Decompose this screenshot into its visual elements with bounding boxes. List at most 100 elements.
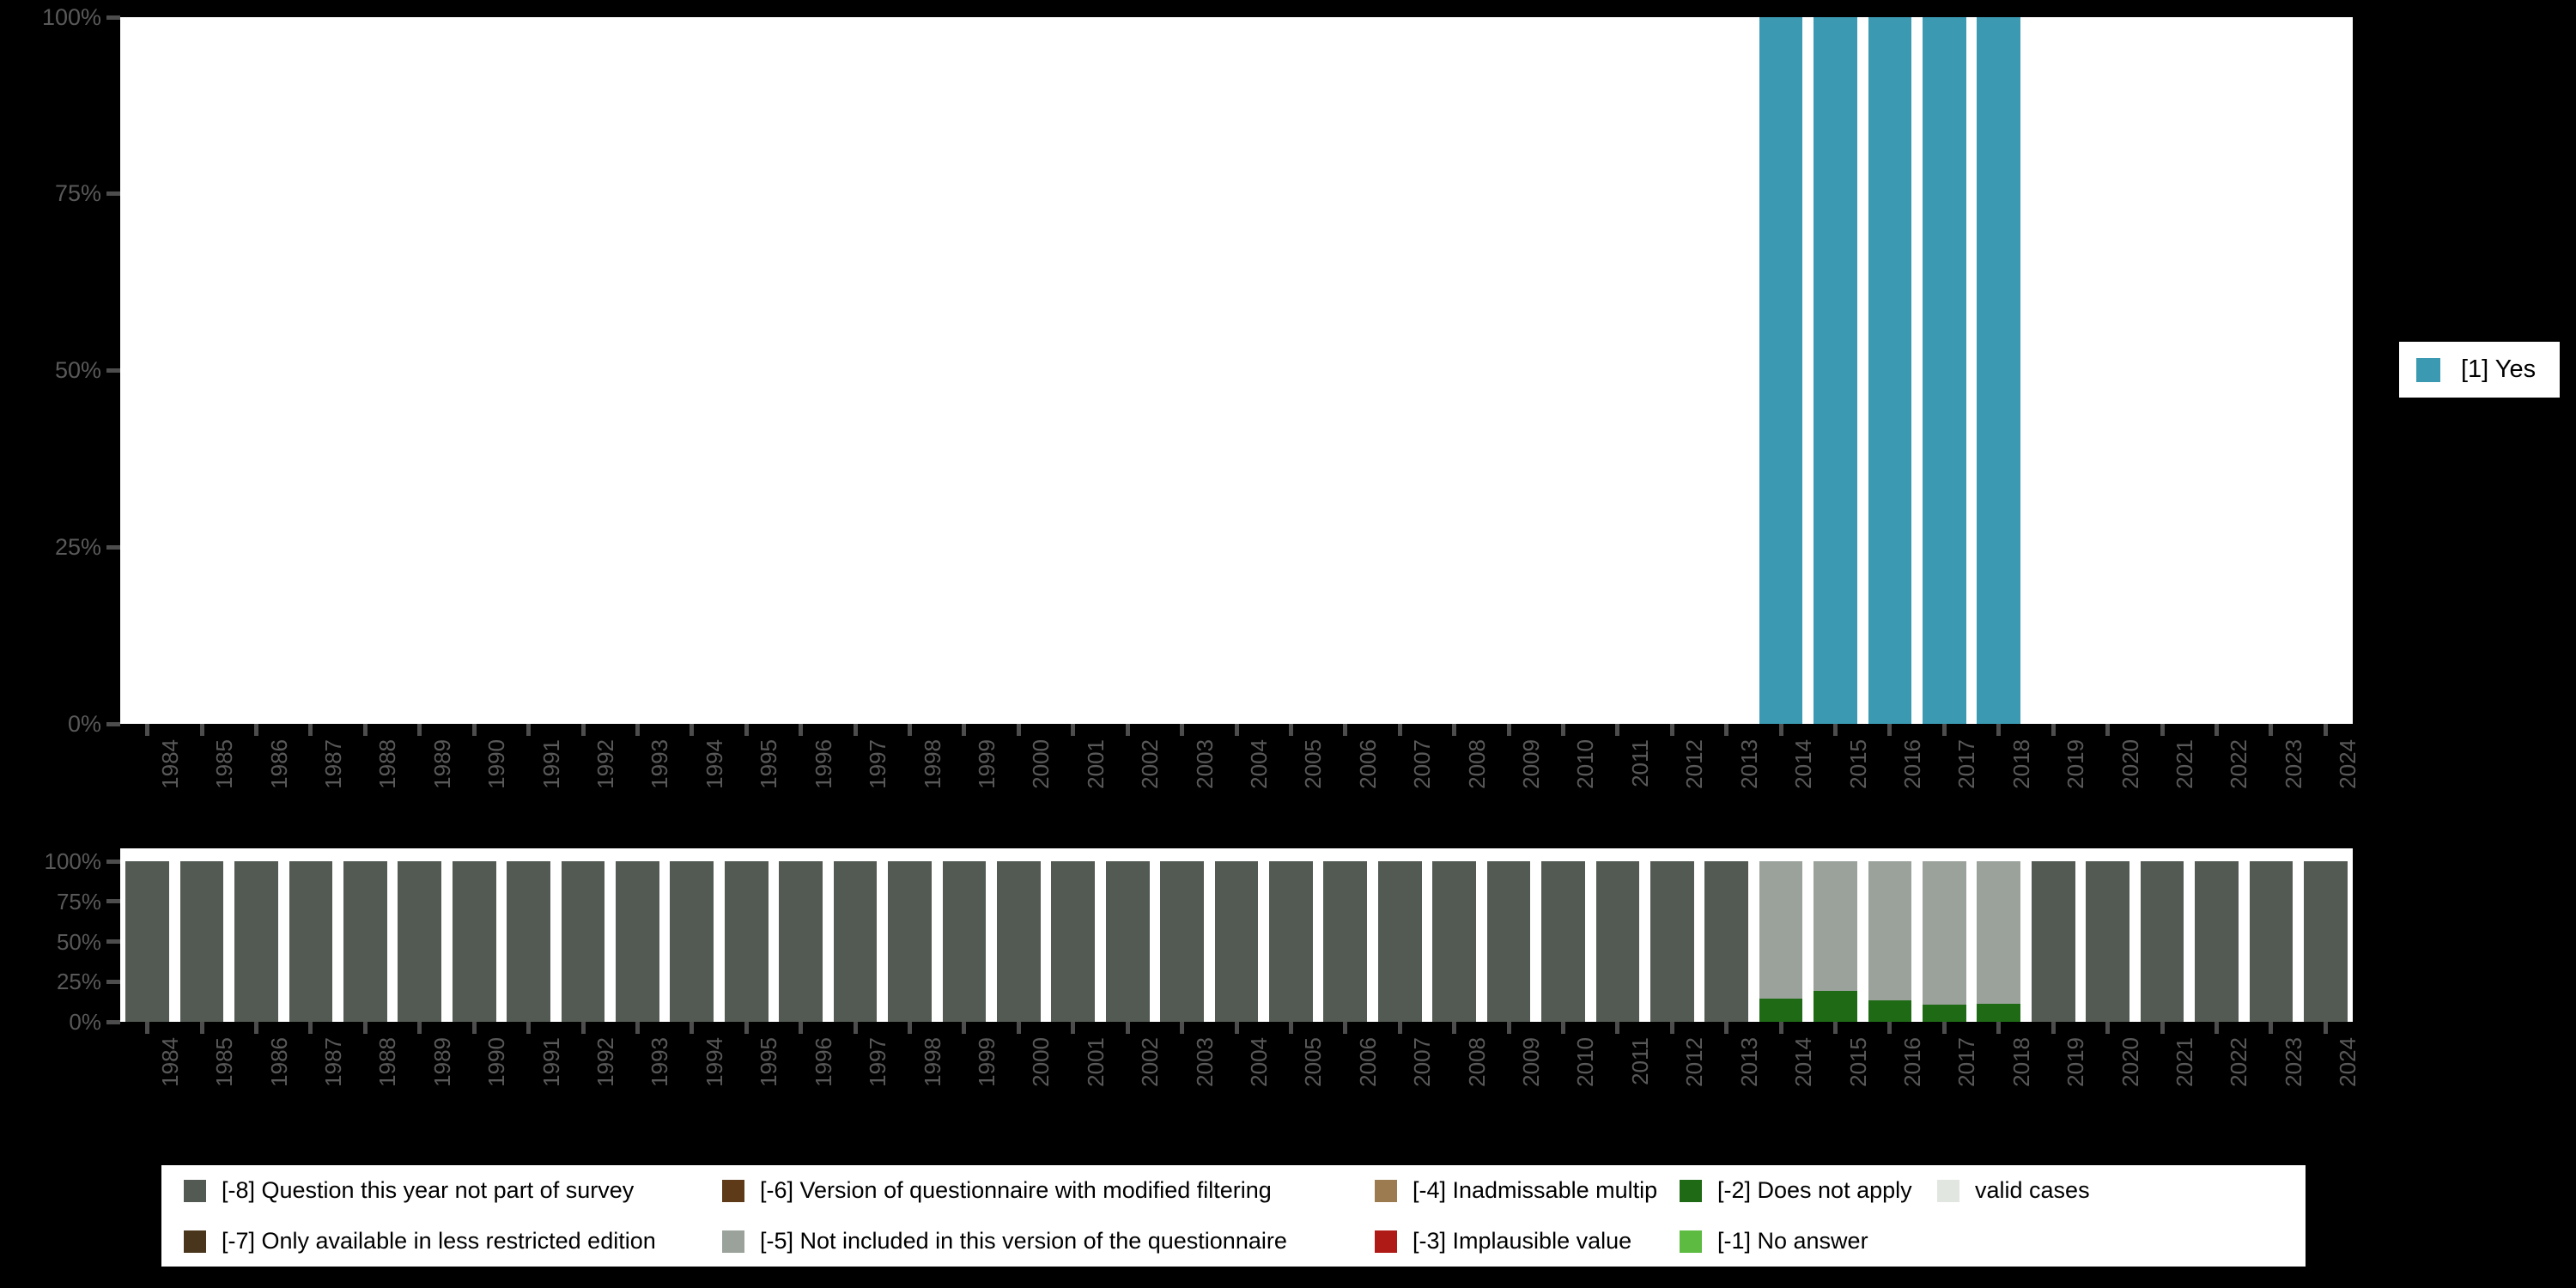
legend-label: [-1] No answer xyxy=(1717,1228,1868,1254)
legend-item: [-6] Version of questionnaire with modif… xyxy=(700,1177,1352,1204)
x-axis-tick-label: 2016 xyxy=(1899,739,1925,789)
x-axis-tick-label: 1992 xyxy=(592,1037,619,1087)
missing-values-bar xyxy=(1214,861,1259,1022)
x-axis-tick-label: 1998 xyxy=(919,739,945,789)
x-axis-tick-mark xyxy=(1615,724,1620,736)
legend-swatch xyxy=(1375,1179,1397,1202)
x-axis-tick-mark xyxy=(199,724,204,736)
missing-values-segment xyxy=(343,861,387,1022)
x-axis-tick-mark xyxy=(1071,724,1076,736)
x-axis-tick-label: 2016 xyxy=(1899,1037,1925,1087)
missing-values-bar xyxy=(343,861,387,1022)
x-axis-tick-label: 1988 xyxy=(374,1037,401,1087)
x-axis-tick-mark xyxy=(744,1022,749,1034)
main-plot-area xyxy=(120,17,2353,724)
x-axis-tick-mark xyxy=(1288,1022,1293,1034)
missing-values-bar xyxy=(2303,861,2348,1022)
legend-label: [-4] Inadmissable multiple response xyxy=(1413,1177,1657,1203)
x-axis-tick-mark xyxy=(853,724,858,736)
missing-values-bar xyxy=(289,861,333,1022)
x-axis-tick-label: 1986 xyxy=(265,739,292,789)
legend-swatch xyxy=(1680,1230,1702,1253)
x-axis-tick-mark xyxy=(362,1022,368,1034)
missing-values-plot-area xyxy=(120,861,2353,1022)
x-axis-tick-mark xyxy=(799,1022,804,1034)
y-axis-tick-label: 100% xyxy=(44,848,102,874)
missing-values-segment xyxy=(833,861,878,1022)
missing-values-bar xyxy=(234,861,278,1022)
x-axis-tick-label: 1988 xyxy=(374,739,401,789)
x-axis-tick-label: 2002 xyxy=(1137,739,1163,789)
x-axis-tick-mark xyxy=(2214,1022,2219,1034)
main-chart-panel xyxy=(120,17,2353,724)
y-axis-tick-label: 75% xyxy=(56,888,101,914)
missing-values-segment xyxy=(2195,861,2239,1022)
legend-label: [-3] Implausible value xyxy=(1413,1228,1632,1254)
missing-values-bar xyxy=(1649,861,1694,1022)
x-axis-tick-mark xyxy=(145,724,150,736)
missing-values-bar xyxy=(452,861,496,1022)
x-axis-tick-label: 1984 xyxy=(156,739,183,789)
x-axis-tick-label: 1990 xyxy=(483,739,510,789)
y-axis-tick-mark xyxy=(106,15,120,20)
y-axis-tick-label: 25% xyxy=(56,969,101,995)
missing-values-segment xyxy=(1923,861,1966,1005)
missing-values-bar xyxy=(1814,861,1857,1022)
x-axis-tick-mark xyxy=(1996,1022,2002,1034)
x-axis-tick-label: 1996 xyxy=(810,1037,836,1087)
missing-values-segment xyxy=(942,861,987,1022)
x-axis-tick-label: 2008 xyxy=(1463,1037,1490,1087)
x-axis-tick-label: 1991 xyxy=(538,1037,564,1087)
x-axis-tick-mark xyxy=(1778,1022,1783,1034)
missing-values-segment xyxy=(1814,990,1857,1022)
legend-item: [-7] Only available in less restricted e… xyxy=(161,1228,700,1255)
x-axis-tick-mark xyxy=(2269,1022,2274,1034)
legend-swatch xyxy=(1937,1179,1959,1202)
x-axis-tick-label: 1984 xyxy=(156,1037,183,1087)
x-axis-tick-mark xyxy=(1180,724,1185,736)
y-axis-tick-mark xyxy=(106,939,120,944)
legend-label: [-7] Only available in less restricted e… xyxy=(222,1228,656,1254)
missing-values-segment xyxy=(1160,861,1204,1022)
x-axis-tick-label: 2015 xyxy=(1844,739,1871,789)
x-axis-tick-mark xyxy=(1724,1022,1729,1034)
x-axis-tick-label: 1999 xyxy=(973,739,999,789)
x-axis-tick-mark xyxy=(1071,1022,1076,1034)
missing-values-segment xyxy=(2249,861,2293,1022)
x-axis-tick-mark xyxy=(145,1022,150,1034)
x-axis-tick-mark xyxy=(308,1022,313,1034)
missing-values-segment xyxy=(1868,861,1912,1000)
x-axis-tick-label: 2004 xyxy=(1246,1037,1272,1087)
x-axis-tick-mark xyxy=(1125,724,1130,736)
missing-values-segment xyxy=(1923,1005,1966,1022)
missing-values-bar xyxy=(1051,861,1096,1022)
x-axis-tick-mark xyxy=(1560,1022,1565,1034)
legend-swatch xyxy=(1680,1179,1702,1202)
x-axis-tick-mark xyxy=(199,1022,204,1034)
legend-label: [-6] Version of questionnaire with modif… xyxy=(760,1177,1272,1203)
x-axis-tick-label: 2011 xyxy=(1626,1037,1653,1085)
x-axis-tick-label: 2019 xyxy=(2063,1037,2089,1087)
x-axis-tick-mark xyxy=(1016,724,1021,736)
missing-values-bar xyxy=(1541,861,1585,1022)
missing-values-bar xyxy=(2140,861,2184,1022)
x-axis-tick-mark xyxy=(1941,724,1947,736)
missing-values-y-axis: 0% 25% 50% 75% 100% xyxy=(0,850,120,1033)
y-axis-tick-mark xyxy=(106,721,120,726)
x-axis-tick-label: 1990 xyxy=(483,1037,510,1087)
y-axis-tick-label: 25% xyxy=(54,533,101,560)
x-axis-tick-mark xyxy=(1452,724,1457,736)
x-axis-tick-mark xyxy=(1560,724,1565,736)
x-axis-tick-label: 2018 xyxy=(2008,739,2034,789)
x-axis-tick-label: 2006 xyxy=(1354,1037,1381,1087)
x-axis-tick-mark xyxy=(1125,1022,1130,1034)
x-axis-tick-mark xyxy=(417,724,422,736)
x-axis-tick-mark xyxy=(635,1022,640,1034)
missing-values-x-axis: 1984 1985 1986 1987 1988 1989 1990 1991 1992 1993… xyxy=(120,1022,2360,1155)
missing-values-bar xyxy=(670,861,714,1022)
y-axis-tick-mark xyxy=(106,1019,120,1024)
x-axis-tick-label: 2023 xyxy=(2280,739,2306,789)
x-axis-tick-label: 2017 xyxy=(1953,1037,1980,1087)
x-axis-tick-mark xyxy=(908,724,912,736)
missing-values-segment xyxy=(724,861,769,1022)
